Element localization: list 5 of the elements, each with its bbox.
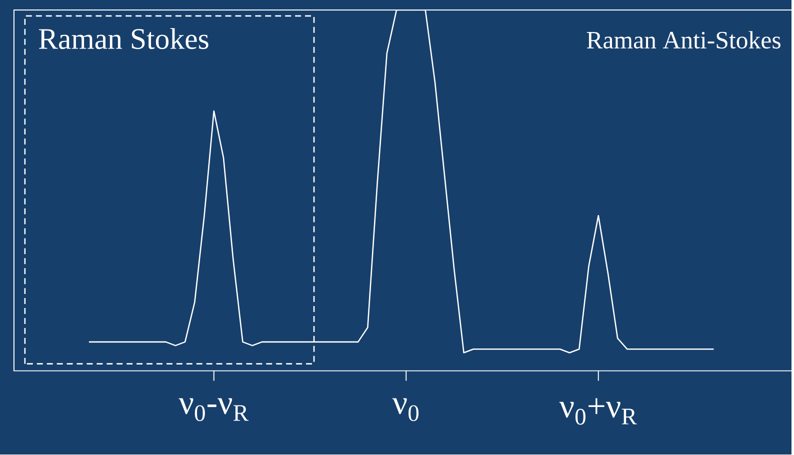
x-tick-label: ν$_{0}$: [392, 398, 419, 422]
x-tick-label: ν$_{0}$+ν$_{R}$: [559, 398, 637, 425]
annotation: Raman Stokes: [38, 28, 208, 50]
annotation: Raman Anti-Stokes: [586, 31, 780, 49]
x-tick-label: ν$_{0}$-ν$_{R}$: [178, 398, 249, 422]
